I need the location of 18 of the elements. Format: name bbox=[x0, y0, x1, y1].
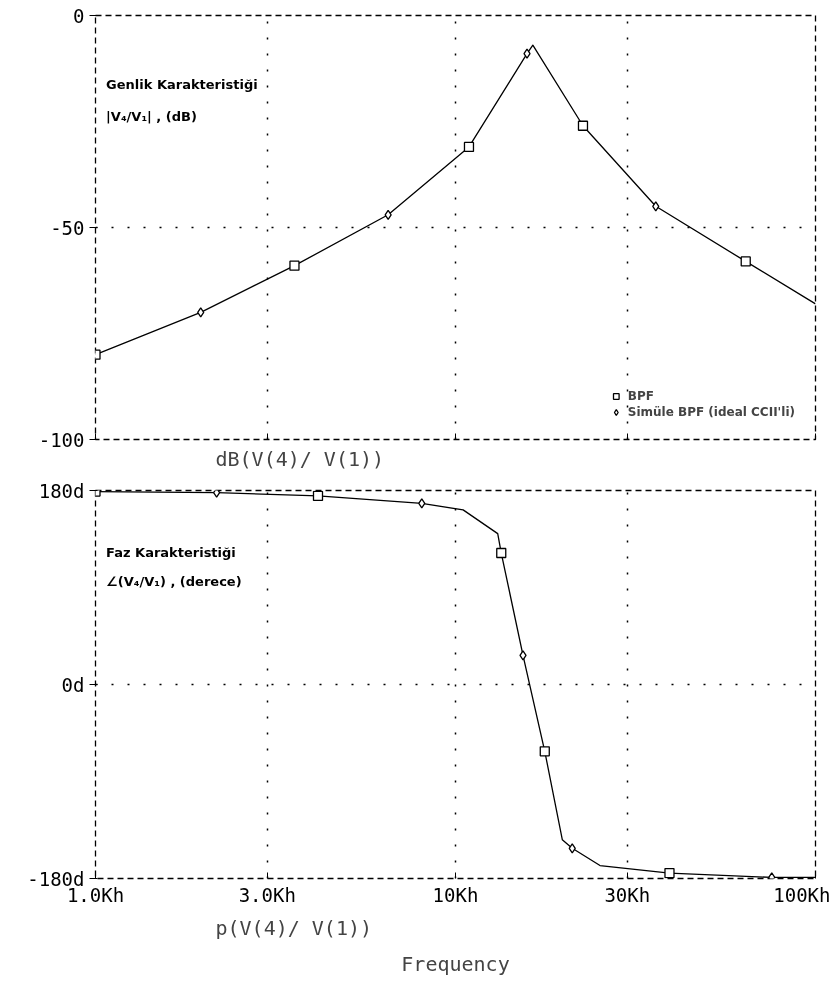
annotation: Faz Karakteristiği bbox=[106, 545, 236, 561]
x-axis-title: Frequency bbox=[401, 951, 510, 976]
y-tick-label: -100 bbox=[38, 428, 85, 451]
annotation: |V₄/V₁| , (dB) bbox=[106, 108, 197, 124]
legend-label: Simüle BPF (ideal CCII'li) bbox=[627, 405, 795, 419]
y-tick-label: -50 bbox=[50, 216, 85, 239]
x-tick-label: 30Kh bbox=[604, 883, 651, 906]
text: dB(V(4)/ V(1)) bbox=[215, 446, 385, 471]
x-tick-label: 10Kh bbox=[432, 883, 479, 906]
x-tick-label: 100Kh bbox=[773, 883, 830, 906]
x-tick-label: 3.0Kh bbox=[238, 883, 296, 906]
y-tick-label: 180d bbox=[38, 479, 85, 502]
annotation: ∠(V₄/V₁) , (derece) bbox=[106, 574, 242, 590]
y-tick-label: 0d bbox=[61, 673, 85, 696]
y-tick-label: 0 bbox=[73, 4, 85, 27]
annotation: Genlik Karakteristiği bbox=[106, 76, 258, 92]
text: p(V(4)/ V(1)) bbox=[215, 915, 373, 940]
legend-label: BPF bbox=[627, 389, 654, 403]
